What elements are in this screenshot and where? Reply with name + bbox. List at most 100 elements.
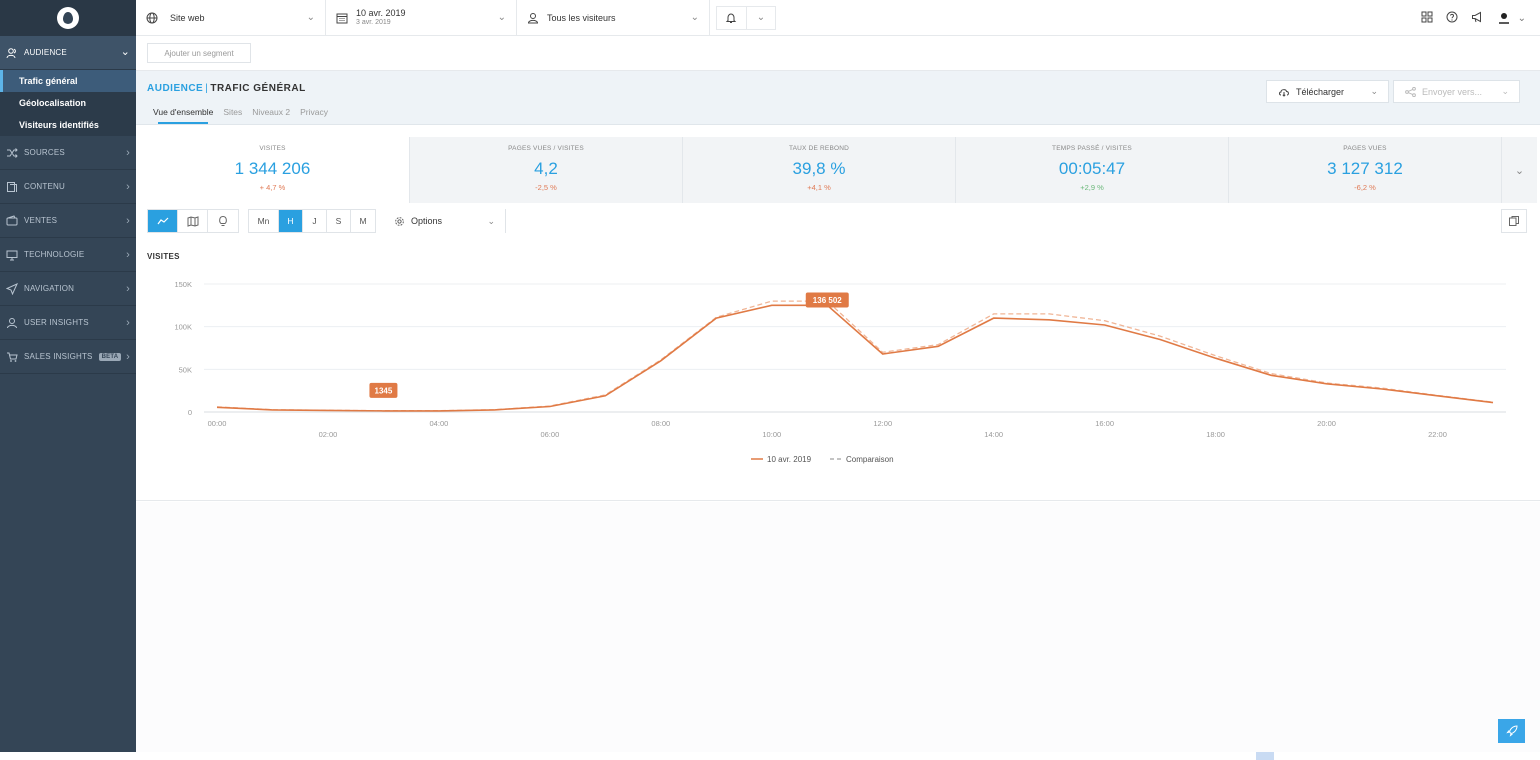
add-segment-button[interactable]: Ajouter un segment <box>147 43 251 63</box>
data-label-box <box>369 382 398 398</box>
kpi-taux-de-rebond[interactable]: TAUX DE REBOND 39,8 % +4,1 % <box>683 137 956 203</box>
chevron-down-icon: ⌄ <box>120 46 130 58</box>
tab-vue-ensemble[interactable]: Vue d'ensemble <box>153 107 214 124</box>
lightbulb-icon[interactable] <box>208 210 238 232</box>
scroll-indicator <box>1256 752 1274 760</box>
page-header: AUDIENCE | TRAFIC GÉNÉRAL Vue d'ensemble S… <box>136 71 1540 125</box>
granularity-minute[interactable]: Mn <box>249 210 279 232</box>
x-tick-label: 04:00 <box>430 419 449 428</box>
chevron-down-icon: ⌄ <box>690 11 699 23</box>
kpi-temps-passe[interactable]: TEMPS PASSÉ / VISITES 00:05:47 +2,9 % <box>956 137 1229 203</box>
visits-line-chart: 0 50K 100K 150K 00:00 02:00 04:00 06:00 08:00 10:… <box>174 280 1506 464</box>
send-to-button[interactable]: Envoyer vers... ⌄ <box>1393 80 1520 103</box>
gear-icon <box>394 216 405 227</box>
chevron-down-icon[interactable]: ⌄ <box>745 6 775 29</box>
download-button[interactable]: Télécharger ⌄ <box>1266 80 1389 103</box>
x-tick-label: 02:00 <box>319 430 338 439</box>
kpi-label: PAGES VUES <box>1343 145 1387 152</box>
apps-grid-icon[interactable] <box>1421 11 1433 26</box>
options-dropdown[interactable]: Options ⌄ <box>388 209 506 233</box>
account-avatar-icon[interactable]: ⌄ <box>1496 11 1526 25</box>
chevron-down-icon: ⌄ <box>497 11 506 23</box>
nav-section-contenu[interactable]: CONTENU › <box>0 170 136 204</box>
legend-label: Comparaison <box>846 455 894 464</box>
page-title-separator: | <box>205 83 209 94</box>
nav-section-label: CONTENU <box>24 182 65 191</box>
kpi-change: + 4,7 % <box>259 183 286 192</box>
empty-content-area <box>136 502 1540 752</box>
nav-item-geolocalisation[interactable]: Géolocalisation <box>0 92 136 114</box>
nav-section-user-insights[interactable]: USER INSIGHTS › <box>0 306 136 340</box>
alerts-control[interactable]: ⌄ <box>716 5 776 30</box>
kpi-change: -6,2 % <box>1354 183 1376 192</box>
x-tick-label: 18:00 <box>1206 430 1225 439</box>
kpi-change: +4,1 % <box>807 183 831 192</box>
site-label: Site web <box>170 12 205 23</box>
bell-icon[interactable] <box>717 7 746 29</box>
x-tick-label: 14:00 <box>984 430 1003 439</box>
kpi-pages-vues[interactable]: PAGES VUES 3 127 312 -6,2 % <box>1229 137 1502 203</box>
chevron-down-icon: ⌄ <box>1370 86 1378 96</box>
help-icon[interactable] <box>1446 11 1458 26</box>
granularity-month[interactable]: M <box>359 216 367 226</box>
x-tick-label: 20:00 <box>1317 419 1336 428</box>
nav-item-visiteurs-identifies[interactable]: Visiteurs identifiés <box>0 114 136 136</box>
granularity-day[interactable]: J <box>303 210 327 232</box>
site-selector[interactable]: Site web ⌄ <box>136 0 326 36</box>
page-title-name: TRAFIC GÉNÉRAL <box>210 83 306 94</box>
date-selector[interactable]: 10 avr. 2019 3 avr. 2019 ⌄ <box>326 0 517 36</box>
nav-section-label: SALES INSIGHTS <box>24 352 93 361</box>
granularity-group: Mn H J S M <box>248 209 376 233</box>
cart-icon <box>6 351 18 363</box>
chevron-down-icon: ⌄ <box>487 215 495 226</box>
kpi-visites[interactable]: VISITES 1 344 206 + 4,7 % <box>136 137 410 203</box>
share-icon <box>1405 86 1416 97</box>
nav-section-audience[interactable]: AUDIENCE ⌄ <box>0 36 136 70</box>
kpi-value: 3 127 312 <box>1327 159 1403 178</box>
wallet-icon <box>6 214 18 227</box>
kpi-value: 39,8 % <box>792 159 846 178</box>
map-icon[interactable] <box>178 210 208 232</box>
kpi-label: VISITES <box>259 145 286 152</box>
nav-section-ventes[interactable]: VENTES › <box>0 204 136 238</box>
tab-sites[interactable]: Sites <box>223 107 243 117</box>
megaphone-icon[interactable] <box>1471 11 1483 26</box>
copy-icon[interactable] <box>1501 209 1527 233</box>
chevron-right-icon: › <box>126 147 130 159</box>
cloud-download-icon <box>1278 87 1290 97</box>
legend-label: 10 avr. 2019 <box>767 455 812 464</box>
rocket-icon[interactable] <box>1498 719 1525 743</box>
nav-section-technologie[interactable]: TECHNOLOGIE › <box>0 238 136 272</box>
kpi-change: -2,5 % <box>535 183 557 192</box>
visitors-selector[interactable]: Tous les visiteurs ⌄ <box>517 0 710 36</box>
chevron-right-icon: › <box>126 249 130 261</box>
nav-section-sources[interactable]: SOURCES › <box>0 136 136 170</box>
tab-niveaux-2[interactable]: Niveaux 2 <box>252 107 291 117</box>
nav-section-label: USER INSIGHTS <box>24 318 89 327</box>
nav-section-navigation[interactable]: NAVIGATION › <box>0 272 136 306</box>
chevron-down-icon[interactable]: ⌄ <box>1502 137 1537 203</box>
kpi-change: +2,9 % <box>1080 183 1104 192</box>
send-to-label: Envoyer vers... <box>1422 86 1483 97</box>
y-tick-label: 0 <box>188 408 192 417</box>
sidebar: AUDIENCE ⌄ Trafic général Géolocalisatio… <box>0 0 136 752</box>
page-title-section[interactable]: AUDIENCE <box>147 83 204 94</box>
nav-item-trafic-general[interactable]: Trafic général <box>0 70 136 92</box>
nav-section-sales-insights[interactable]: SALES INSIGHTS BETA › <box>0 340 136 374</box>
tab-privacy[interactable]: Privacy <box>300 107 328 117</box>
data-label: 136 502 <box>813 296 842 305</box>
x-tick-label: 06:00 <box>540 430 559 439</box>
calendar-icon <box>336 12 348 24</box>
kpi-pages-vues-visites[interactable]: PAGES VUES / VISITES 4,2 -2,5 % <box>410 137 683 203</box>
line-chart-icon[interactable] <box>148 210 178 232</box>
user-icon <box>527 12 539 24</box>
granularity-week[interactable]: S <box>327 210 351 232</box>
top-bar: Site web ⌄ 10 avr. 2019 3 avr. 2019 ⌄ To… <box>136 0 1540 36</box>
granularity-hour[interactable]: H <box>279 210 303 232</box>
data-label-box <box>805 292 849 308</box>
download-label: Télécharger <box>1296 86 1345 97</box>
page-tabs: Vue d'ensemble Sites Niveaux 2 Privacy <box>153 107 328 124</box>
x-tick-label: 16:00 <box>1095 419 1114 428</box>
app-logo[interactable] <box>0 0 136 36</box>
y-tick-label: 150K <box>174 280 192 289</box>
